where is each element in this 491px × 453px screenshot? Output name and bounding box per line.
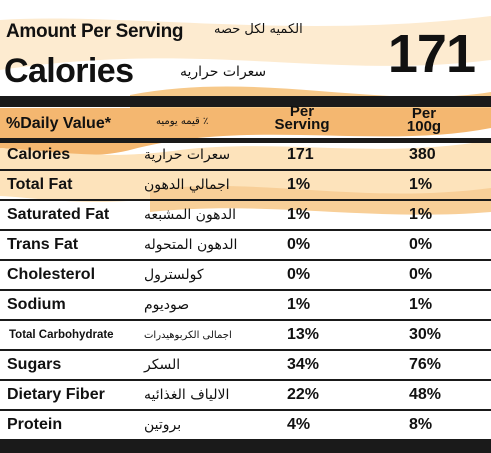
table-row: Cholesterol كولسترول 0% 0% bbox=[0, 260, 491, 290]
nutrient-name: Cholesterol bbox=[7, 266, 96, 283]
nutrient-name-arabic: السكر bbox=[144, 357, 181, 373]
per-100g-header-line1: Per bbox=[411, 105, 437, 122]
table-row: Saturated Fat الدهون المشبعه 1% 1% bbox=[0, 200, 491, 230]
nutrient-name: Total Carbohydrate bbox=[9, 329, 114, 341]
table-row: Sugars السكر 34% 76% bbox=[0, 350, 491, 380]
nutrient-name-arabic: الدهون المشبعه bbox=[144, 207, 237, 223]
table-row: Total Carbohydrate اجمالى الكربوهيدرات 1… bbox=[0, 320, 491, 350]
per-100g-value: 76% bbox=[409, 356, 442, 373]
per-100g-value: 30% bbox=[409, 326, 442, 343]
per-100g-value: 0% bbox=[409, 266, 433, 283]
per-100g-value: 48% bbox=[409, 386, 442, 403]
per-serving-value: 13% bbox=[287, 326, 320, 343]
table-row: Protein بروتين 4% 8% bbox=[0, 410, 491, 440]
calories-heading: Calories bbox=[4, 52, 134, 90]
nutrient-name-arabic: الالياف الغذائيه bbox=[144, 387, 230, 403]
table-row: Dietary Fiber الالياف الغذائيه 22% 48% bbox=[0, 380, 491, 410]
per-serving-value: 34% bbox=[287, 356, 320, 373]
per-serving-header: Per Serving bbox=[262, 103, 342, 133]
daily-value-header: %Daily Value* bbox=[6, 115, 111, 132]
nutrient-name: Dietary Fiber bbox=[7, 386, 105, 403]
row-divider bbox=[0, 289, 491, 291]
nutrient-name-arabic: اجمالى الكربوهيدرات bbox=[144, 330, 232, 341]
nutrient-name-arabic: اجمالي الدهون bbox=[144, 177, 230, 193]
nutrient-name: Protein bbox=[7, 416, 63, 433]
calories-heading-arabic: سعرات حراريه bbox=[180, 64, 267, 80]
row-divider bbox=[0, 259, 491, 261]
per-100g-value: 1% bbox=[409, 176, 433, 193]
calories-value: 171 bbox=[387, 24, 476, 84]
per-serving-value: 4% bbox=[287, 416, 311, 433]
per-100g-value: 1% bbox=[409, 206, 433, 223]
amount-per-serving-label: Amount Per Serving bbox=[6, 21, 184, 42]
per-serving-value: 1% bbox=[287, 206, 311, 223]
per-100g-header-line2: 100g bbox=[406, 118, 442, 135]
nutrient-name: Trans Fat bbox=[7, 236, 79, 253]
table-row: Sodium صوديوم 1% 1% bbox=[0, 290, 491, 320]
nutrient-name: Calories bbox=[7, 146, 71, 163]
nutrient-name-arabic: صوديوم bbox=[144, 297, 190, 313]
row-divider bbox=[0, 409, 491, 411]
per-serving-value: 171 bbox=[287, 146, 314, 163]
nutrient-name-arabic: الدهون المتحوله bbox=[144, 237, 238, 253]
per-100g-value: 0% bbox=[409, 236, 433, 253]
per-serving-value: 1% bbox=[287, 296, 311, 313]
row-divider bbox=[0, 229, 491, 231]
column-header-divider bbox=[0, 138, 491, 143]
row-divider bbox=[0, 169, 491, 171]
nutrient-name: Sodium bbox=[7, 296, 66, 313]
per-serving-header-line1: Per bbox=[289, 103, 315, 120]
nutrient-name: Total Fat bbox=[7, 176, 73, 193]
nutrient-name-arabic: بروتين bbox=[144, 417, 182, 433]
nutrient-name-arabic: سعرات حرارية bbox=[144, 147, 231, 163]
per-serving-value: 0% bbox=[287, 236, 311, 253]
nutrient-name: Sugars bbox=[7, 356, 62, 373]
table-row: Calories سعرات حرارية 171 380 bbox=[0, 140, 491, 170]
footer-bar bbox=[0, 439, 491, 453]
per-100g-value: 8% bbox=[409, 416, 433, 433]
per-serving-value: 0% bbox=[287, 266, 311, 283]
per-serving-value: 22% bbox=[287, 386, 320, 403]
table-row: Trans Fat الدهون المتحوله 0% 0% bbox=[0, 230, 491, 260]
daily-value-header-arabic: ٪ قيمه يوميه bbox=[156, 116, 209, 127]
table-row: Total Fat اجمالي الدهون 1% 1% bbox=[0, 170, 491, 200]
per-100g-header: Per 100g bbox=[384, 105, 464, 135]
per-serving-value: 1% bbox=[287, 176, 311, 193]
nutrient-name-arabic: كولسترول bbox=[144, 267, 204, 283]
header-divider-bar bbox=[0, 96, 491, 107]
nutrient-name: Saturated Fat bbox=[7, 206, 110, 223]
row-divider bbox=[0, 379, 491, 381]
amount-per-serving-label-arabic: الكميه لكل حصه bbox=[214, 22, 303, 37]
row-divider bbox=[0, 349, 491, 351]
per-serving-header-line2: Serving bbox=[274, 116, 330, 133]
per-100g-value: 380 bbox=[409, 146, 436, 163]
row-divider bbox=[0, 199, 491, 201]
row-divider bbox=[0, 319, 491, 321]
per-100g-value: 1% bbox=[409, 296, 433, 313]
